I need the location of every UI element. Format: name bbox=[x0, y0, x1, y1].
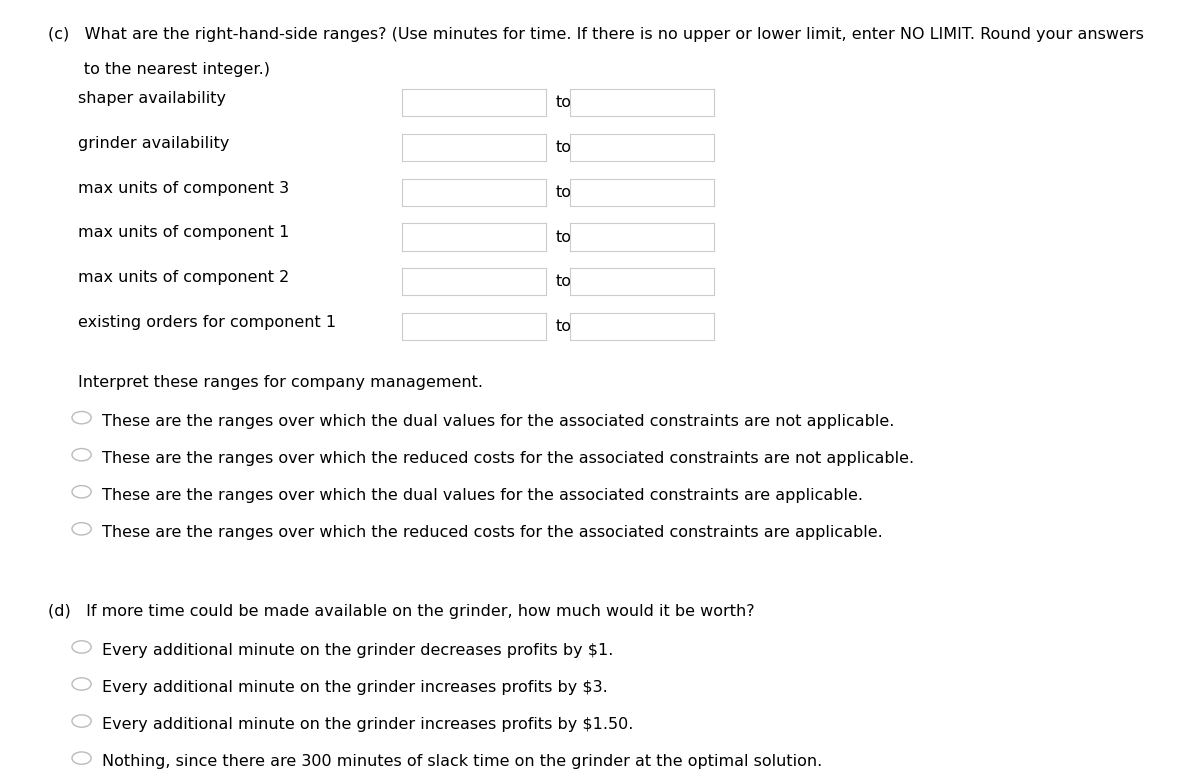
Text: These are the ranges over which the reduced costs for the associated constraints: These are the ranges over which the redu… bbox=[102, 451, 914, 466]
Text: Every additional minute on the grinder increases profits by $1.50.: Every additional minute on the grinder i… bbox=[102, 717, 634, 732]
Text: Nothing, since there are 300 minutes of slack time on the grinder at the optimal: Nothing, since there are 300 minutes of … bbox=[102, 754, 822, 769]
Text: to: to bbox=[556, 229, 571, 245]
Text: max units of component 3: max units of component 3 bbox=[78, 181, 289, 195]
Text: max units of component 2: max units of component 2 bbox=[78, 270, 289, 285]
Text: to: to bbox=[556, 140, 571, 155]
Text: to: to bbox=[556, 185, 571, 200]
Text: Interpret these ranges for company management.: Interpret these ranges for company manag… bbox=[78, 375, 482, 390]
Text: to the nearest integer.): to the nearest integer.) bbox=[48, 62, 270, 76]
Text: These are the ranges over which the reduced costs for the associated constraints: These are the ranges over which the redu… bbox=[102, 525, 883, 540]
Text: to: to bbox=[556, 274, 571, 290]
Text: Every additional minute on the grinder increases profits by $3.: Every additional minute on the grinder i… bbox=[102, 680, 607, 695]
Text: These are the ranges over which the dual values for the associated constraints a: These are the ranges over which the dual… bbox=[102, 414, 894, 428]
Text: (d)   If more time could be made available on the grinder, how much would it be : (d) If more time could be made available… bbox=[48, 604, 755, 619]
Text: to: to bbox=[556, 95, 571, 110]
Text: to: to bbox=[556, 319, 571, 334]
Text: max units of component 1: max units of component 1 bbox=[78, 225, 289, 240]
Text: (c)   What are the right-hand-side ranges? (Use minutes for time. If there is no: (c) What are the right-hand-side ranges?… bbox=[48, 27, 1144, 42]
Text: grinder availability: grinder availability bbox=[78, 136, 229, 151]
Text: Every additional minute on the grinder decreases profits by $1.: Every additional minute on the grinder d… bbox=[102, 643, 613, 658]
Text: shaper availability: shaper availability bbox=[78, 91, 226, 106]
Text: existing orders for component 1: existing orders for component 1 bbox=[78, 315, 336, 330]
Text: These are the ranges over which the dual values for the associated constraints a: These are the ranges over which the dual… bbox=[102, 488, 863, 503]
